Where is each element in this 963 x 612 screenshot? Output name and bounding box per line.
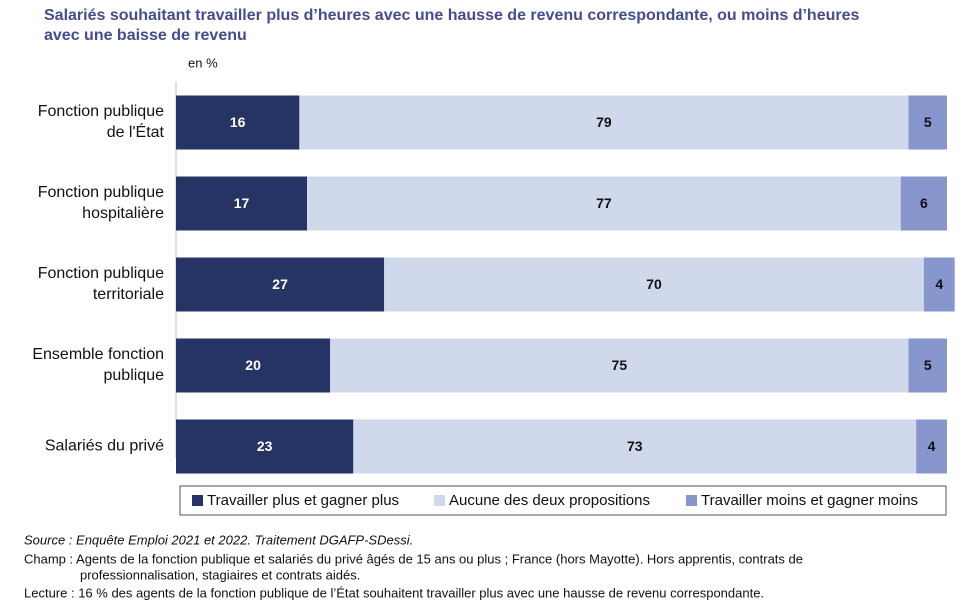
data-label: 20 (245, 357, 261, 373)
y-tick-label: hospitalière (82, 205, 164, 222)
y-tick-label: publique (104, 367, 165, 384)
data-label: 73 (627, 438, 643, 454)
data-label: 16 (230, 114, 246, 130)
champ-note: professionnalisation, stagiaires et cont… (80, 567, 360, 582)
chart-title: Salariés souhaitant travailler plus d’he… (44, 7, 859, 24)
data-label: 77 (596, 195, 612, 211)
y-tick-label: territoriale (93, 286, 164, 303)
data-label: 5 (924, 357, 932, 373)
data-label: 79 (596, 114, 612, 130)
data-label: 70 (646, 276, 662, 292)
bar-segment (353, 419, 917, 474)
bar-segment (307, 176, 901, 231)
source-note: Source : Enquête Emploi 2021 et 2022. Tr… (24, 532, 413, 547)
y-tick-label: Fonction publique (38, 103, 164, 120)
y-tick-label: Fonction publique (38, 265, 164, 282)
legend-label: Travailler plus et gagner plus (207, 492, 399, 509)
bar-segment (908, 95, 947, 150)
chart-title: avec une baisse de revenu (44, 27, 247, 44)
bar-segment (176, 257, 385, 312)
bar-segment (916, 419, 947, 474)
bar-segment (908, 338, 947, 393)
legend-swatch (192, 495, 203, 506)
bar-segment (176, 95, 300, 150)
data-label: 27 (272, 276, 288, 292)
bar-segment (923, 257, 955, 312)
y-tick-label: Fonction publique (38, 184, 164, 201)
bar-segment (299, 95, 909, 150)
legend-box (179, 485, 947, 516)
lecture-note: Lecture : 16 % des agents de la fonction… (24, 585, 764, 600)
bar-segment (900, 176, 947, 231)
data-label: 4 (935, 276, 943, 292)
bar-segment (176, 176, 308, 231)
data-label: 75 (612, 357, 628, 373)
legend-swatch (686, 495, 697, 506)
data-label: 5 (924, 114, 932, 130)
data-label: 6 (920, 195, 928, 211)
bar-segment (176, 338, 331, 393)
y-tick-label: Ensemble fonction (32, 346, 164, 363)
data-label: 17 (234, 195, 250, 211)
y-tick-label: de l'État (107, 122, 165, 141)
bar-segment (176, 419, 354, 474)
legend-label: Aucune des deux propositions (449, 492, 650, 509)
data-label: 23 (257, 438, 273, 454)
data-label: 4 (928, 438, 936, 454)
champ-note: Champ : Agents de la fonction publique e… (24, 551, 803, 566)
legend-swatch (434, 495, 445, 506)
unit-label: en % (188, 55, 218, 70)
legend-label: Travailler moins et gagner moins (701, 492, 918, 509)
bar-segment (330, 338, 909, 393)
y-tick-label: Salariés du privé (45, 438, 164, 455)
bar-segment (384, 257, 924, 312)
